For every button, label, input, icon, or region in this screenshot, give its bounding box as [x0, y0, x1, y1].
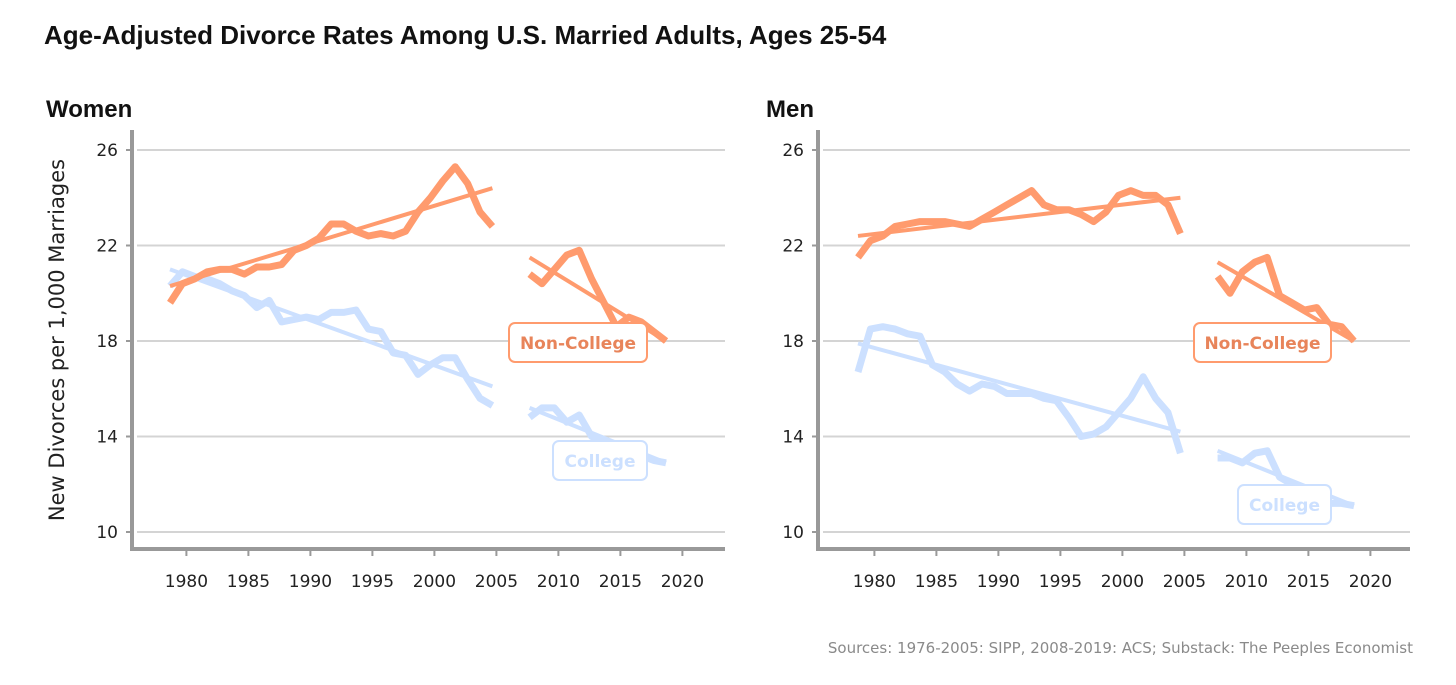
x-tick-label: 1985	[227, 572, 270, 592]
panel-title: Women	[46, 96, 132, 123]
y-tick-label: 10	[782, 523, 804, 543]
y-tick-label: 18	[96, 332, 118, 352]
x-tick-label: 1990	[289, 572, 332, 592]
trend-line-college-1979-2005	[857, 341, 1181, 434]
x-tick-label: 2020	[1349, 572, 1392, 592]
non-college-label: Non-College	[508, 322, 648, 363]
non-college-label: Non-College	[1193, 322, 1332, 363]
college-label: College	[552, 440, 648, 481]
label-text: Non-College	[520, 334, 636, 354]
x-tick-label: 1995	[351, 572, 394, 592]
y-axis-label: New Divorces per 1,000 Marriages	[45, 159, 69, 521]
label-box	[508, 322, 648, 363]
label-box	[1237, 484, 1332, 525]
source-note: Sources: 1976-2005: SIPP, 2008-2019: ACS…	[827, 639, 1413, 657]
series-line-college-1979-2005	[167, 268, 495, 409]
chart-title: Age-Adjusted Divorce Rates Among U.S. Ma…	[44, 20, 887, 50]
x-tick-label: 2000	[413, 572, 456, 592]
series-line-college-1979-2005	[854, 323, 1184, 455]
x-tick-label: 2020	[661, 572, 704, 592]
y-tick-label: 22	[782, 237, 804, 257]
y-tick-label: 26	[96, 141, 118, 161]
label-text: Non-College	[1204, 334, 1320, 354]
label-text: College	[564, 452, 635, 472]
panel-men: Men 10 14 18 22 26 1980 1985 1990 1995 2000 2005 201…	[766, 96, 1410, 592]
y-tick-label: 22	[96, 237, 118, 257]
panel-women: Women 10 14 18 22 26 1980 1985 1990 1995 2000 2005 2…	[45, 96, 725, 592]
x-tick-label: 2010	[537, 572, 580, 592]
x-tick-label: 1980	[165, 572, 208, 592]
y-tick-label: 10	[96, 523, 118, 543]
college-label: College	[1237, 484, 1332, 525]
y-tick-label: 14	[96, 428, 118, 448]
trend-line-non-college-1979-2005	[169, 186, 493, 289]
y-tick-label: 18	[782, 332, 804, 352]
x-tick-label: 2005	[475, 572, 518, 592]
label-box	[552, 440, 648, 481]
x-tick-label: 2005	[1163, 572, 1206, 592]
x-tick-label: 2000	[1101, 572, 1144, 592]
panel-title: Men	[766, 96, 814, 123]
x-tick-label: 2010	[1225, 572, 1268, 592]
series-line-non-college-1979-2005	[855, 187, 1184, 260]
x-tick-label: 1990	[977, 572, 1020, 592]
x-tick-label: 2015	[1287, 572, 1330, 592]
trend-line-non-college-1979-2005	[857, 195, 1181, 238]
trend-line-college-1979-2005	[169, 267, 494, 389]
x-tick-label: 2015	[599, 572, 642, 592]
y-tick-label: 26	[782, 141, 804, 161]
y-tick-label: 14	[782, 428, 804, 448]
x-tick-label: 1985	[915, 572, 958, 592]
x-tick-label: 1995	[1039, 572, 1082, 592]
x-tick-label: 1980	[853, 572, 896, 592]
label-box	[1193, 322, 1332, 363]
label-text: College	[1249, 496, 1320, 516]
